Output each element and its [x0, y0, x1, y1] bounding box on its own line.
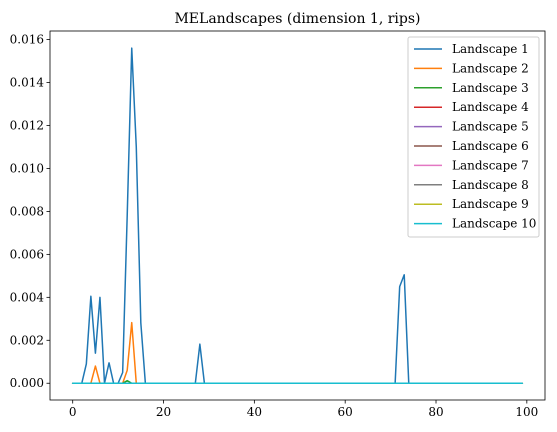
- legend-label-landscape-10: Landscape 10: [452, 217, 536, 231]
- legend-label-landscape-8: Landscape 8: [452, 178, 529, 192]
- legend-box: [407, 36, 540, 238]
- legend-label-landscape-7: Landscape 7: [452, 158, 529, 172]
- legend-label-landscape-2: Landscape 2: [452, 61, 529, 75]
- y-tick-label: 0.000: [10, 376, 44, 390]
- axes-layer: 0 20 40 60 80 100 0.000 0.002 0.004 0.006 0.008 0.0…: [10, 33, 539, 419]
- x-tick-label: 80: [428, 405, 443, 419]
- x-tick-label: 0: [69, 405, 77, 419]
- y-tick-label: 0.016: [10, 33, 44, 47]
- y-tick-label: 0.008: [10, 204, 44, 218]
- x-tick-label: 60: [338, 405, 353, 419]
- y-tick-label: 0.006: [10, 247, 44, 261]
- y-tick-label: 0.012: [10, 119, 44, 133]
- plot-frame: [49, 30, 546, 401]
- legend-label-landscape-4: Landscape 4: [452, 100, 529, 114]
- y-tick-label: 0.010: [10, 161, 44, 175]
- legend-label-landscape-6: Landscape 6: [452, 139, 529, 153]
- legend-label-landscape-1: Landscape 1: [452, 42, 529, 56]
- legend-label-landscape-5: Landscape 5: [452, 120, 529, 134]
- x-tick-label: 40: [247, 405, 262, 419]
- legend-label-landscape-9: Landscape 9: [452, 197, 529, 211]
- x-tick-label: 100: [515, 405, 538, 419]
- series-line-landscape-1: [71, 47, 524, 384]
- y-tick-label: 0.014: [10, 76, 45, 90]
- legend: Landscape 1 Landscape 2 Landscape 3 Landsca…: [407, 36, 540, 238]
- legend-label-landscape-3: Landscape 3: [452, 81, 529, 95]
- series-layer: [71, 47, 524, 384]
- y-tick-label: 0.002: [10, 333, 44, 347]
- series-line-landscape-2: [71, 321, 524, 384]
- x-tick-label: 20: [156, 405, 171, 419]
- y-tick-label: 0.004: [10, 290, 45, 304]
- chart-title: MELandscapes (dimension 1, rips): [174, 11, 420, 27]
